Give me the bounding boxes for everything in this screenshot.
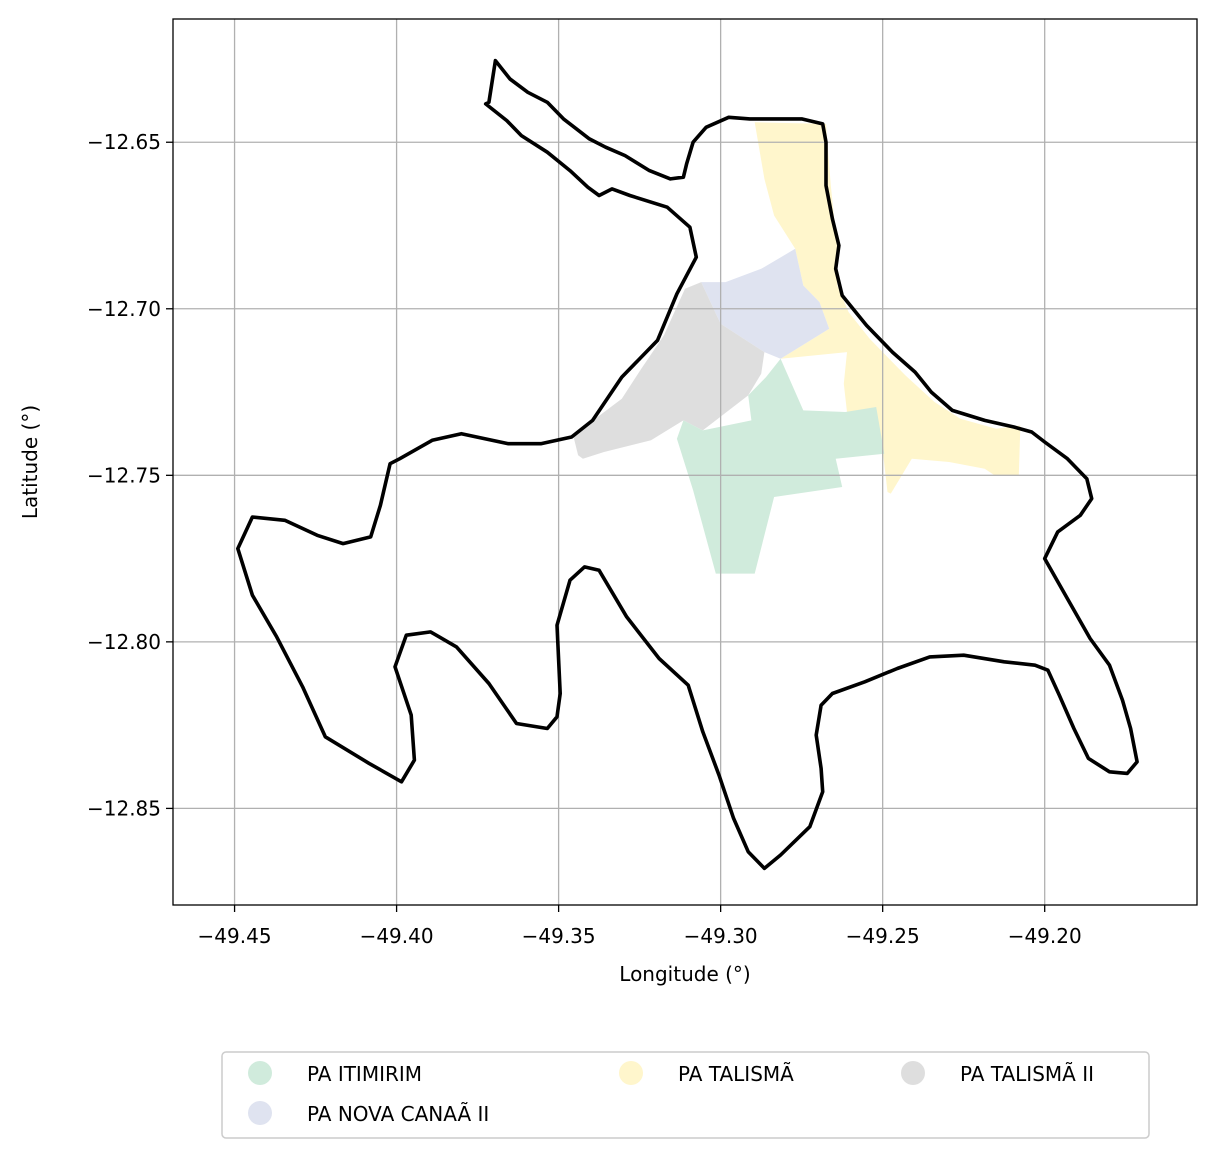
- ticks-layer: −49.45 −49.40 −49.35 −49.30 −49.25 −49.20 −12.…: [87, 130, 1082, 948]
- region-pa-itimirim: [676, 358, 885, 574]
- legend-label-talisma: PA TALISMÃ: [678, 1062, 794, 1086]
- legend-marker-itimirim: [248, 1061, 272, 1085]
- x-tick-label: −49.40: [360, 924, 434, 948]
- study-area-boundary: [236, 58, 1139, 871]
- x-axis-label: Longitude (°): [619, 962, 750, 986]
- x-tick-label: −49.25: [846, 924, 920, 948]
- y-tick-label: −12.80: [87, 630, 161, 654]
- x-tick-label: −49.30: [684, 924, 758, 948]
- x-tick-label: −49.45: [198, 924, 272, 948]
- legend-marker-nova-canaa-ii: [248, 1101, 272, 1125]
- legend-label-nova-canaa-ii: PA NOVA CANAÃ II: [307, 1102, 489, 1126]
- legend-label-itimirim: PA ITIMIRIM: [307, 1062, 422, 1086]
- legend: PA ITIMIRIM PA NOVA CANAÃ II PA TALISMÃ …: [221, 1051, 1150, 1139]
- regions-layer: [573, 122, 1021, 574]
- y-tick-label: −12.70: [87, 297, 161, 321]
- region-pa-talisma: [754, 122, 1021, 494]
- boundary-layer: [236, 58, 1139, 871]
- y-tick-label: −12.65: [87, 130, 161, 154]
- region-pa-talisma-ii: [573, 282, 765, 459]
- legend-marker-talisma-ii: [901, 1061, 925, 1085]
- x-tick-label: −49.20: [1008, 924, 1082, 948]
- plot-frame: [172, 18, 1198, 906]
- region-pa-nova-canaa-ii: [701, 248, 830, 359]
- y-tick-label: −12.75: [87, 463, 161, 487]
- x-tick-label: −49.35: [522, 924, 596, 948]
- y-axis-label: Latitude (°): [18, 405, 42, 519]
- legend-marker-talisma: [619, 1061, 643, 1085]
- y-tick-label: −12.85: [87, 796, 161, 820]
- legend-label-talisma-ii: PA TALISMÃ II: [960, 1062, 1094, 1086]
